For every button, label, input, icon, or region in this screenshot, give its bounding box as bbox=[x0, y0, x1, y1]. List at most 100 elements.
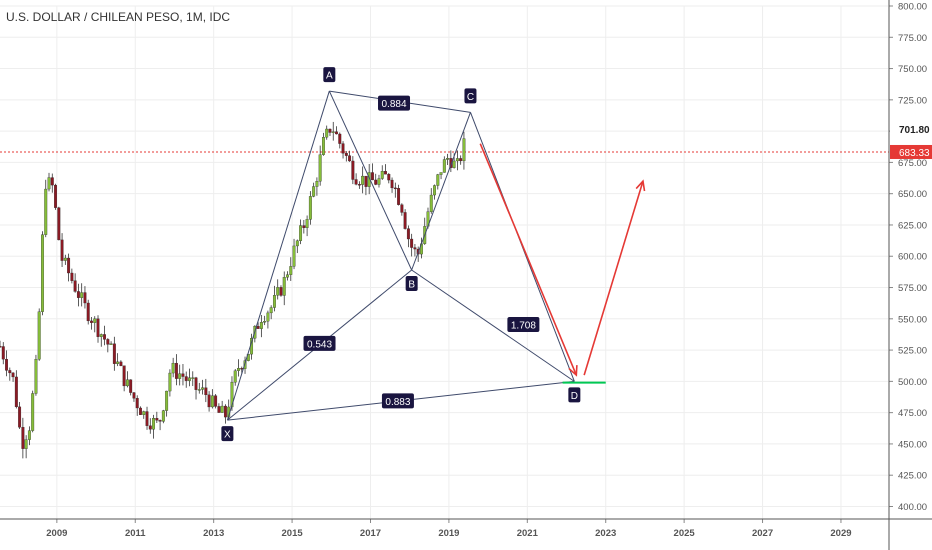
pattern-leg-BD bbox=[411, 269, 575, 382]
candle bbox=[315, 181, 319, 187]
chart-title: U.S. DOLLAR / CHILEAN PESO, 1M, IDC bbox=[6, 10, 231, 24]
candle bbox=[361, 175, 365, 185]
y-tick-label: 525.00 bbox=[898, 346, 927, 357]
y-tick-label: 750.00 bbox=[898, 64, 927, 75]
x-tick-label: 2021 bbox=[517, 528, 539, 539]
candle bbox=[93, 318, 97, 323]
candle bbox=[106, 339, 110, 345]
candle bbox=[299, 225, 303, 241]
x-tick-label: 2019 bbox=[438, 528, 459, 539]
candle bbox=[256, 326, 260, 329]
ratio-label-bg bbox=[303, 335, 336, 351]
y-tick-label: 575.00 bbox=[898, 283, 927, 294]
price-label: 701.80 bbox=[899, 125, 930, 136]
candle bbox=[135, 398, 139, 409]
candle bbox=[354, 179, 358, 185]
candle bbox=[165, 390, 169, 411]
projection-arrow bbox=[479, 143, 578, 376]
candle bbox=[73, 280, 77, 292]
candle bbox=[188, 377, 191, 381]
candle bbox=[145, 411, 149, 426]
y-tick-label: 500.00 bbox=[898, 377, 927, 388]
y-tick-label: 425.00 bbox=[898, 471, 927, 482]
x-tick-label: 2011 bbox=[125, 528, 146, 539]
x-tick-label: 2009 bbox=[46, 528, 67, 539]
candle bbox=[99, 334, 103, 337]
candle bbox=[442, 159, 446, 173]
candle bbox=[344, 153, 348, 156]
x-tick-label: 2015 bbox=[282, 528, 304, 539]
y-tick-label: 450.00 bbox=[898, 439, 927, 450]
candle bbox=[429, 194, 433, 212]
candle bbox=[204, 387, 208, 396]
candle bbox=[276, 287, 280, 296]
overlays bbox=[479, 143, 646, 384]
candle bbox=[103, 334, 106, 340]
candle bbox=[90, 320, 93, 323]
candle bbox=[197, 389, 201, 391]
candle bbox=[86, 302, 90, 322]
candle bbox=[24, 439, 28, 449]
candle bbox=[184, 376, 188, 381]
y-tick-label: 675.00 bbox=[898, 158, 927, 169]
candle bbox=[67, 257, 71, 274]
candle bbox=[400, 204, 404, 213]
candle bbox=[308, 196, 312, 220]
candle bbox=[109, 343, 113, 345]
candle bbox=[455, 158, 459, 162]
candle bbox=[18, 406, 22, 428]
candle bbox=[37, 311, 41, 360]
candle bbox=[5, 359, 8, 371]
candle bbox=[178, 373, 182, 379]
x-axis[interactable]: 2009 2011 2013 2015 2017 2019 2021 2023 2025 2027… bbox=[0, 518, 932, 539]
candle bbox=[413, 247, 417, 250]
price-label-bg bbox=[890, 144, 932, 159]
candle bbox=[266, 312, 270, 322]
point-label-bg bbox=[221, 426, 234, 442]
pattern-leg-AB bbox=[328, 90, 413, 271]
candle bbox=[116, 361, 120, 364]
candle bbox=[11, 372, 15, 378]
candle bbox=[318, 154, 322, 182]
point-label-X: X bbox=[224, 430, 231, 441]
x-tick-label: 2027 bbox=[752, 528, 773, 539]
candle bbox=[47, 177, 51, 190]
candle bbox=[397, 188, 401, 205]
y-axis[interactable]: 800.00775.00750.00725.00700.00675.00650.… bbox=[888, 0, 932, 550]
y-tick-label: 400.00 bbox=[898, 502, 927, 513]
candle bbox=[289, 266, 293, 275]
harmonic-pattern: 0.884 0.543 1.708 0.883 X A B C D bbox=[221, 67, 581, 442]
candle bbox=[286, 274, 289, 278]
candle bbox=[31, 393, 35, 431]
candle bbox=[390, 179, 394, 189]
candle bbox=[57, 207, 61, 241]
candle bbox=[279, 287, 283, 296]
x-tick-label: 2013 bbox=[203, 528, 224, 539]
candle bbox=[292, 245, 296, 267]
candle bbox=[240, 368, 244, 370]
ratio-label: 1.708 bbox=[511, 321, 536, 332]
ratio-label: 0.884 bbox=[381, 99, 406, 110]
candle bbox=[21, 427, 25, 449]
candle bbox=[132, 392, 136, 399]
candle bbox=[446, 158, 450, 160]
candle bbox=[384, 171, 387, 175]
candle bbox=[181, 373, 185, 377]
candle bbox=[272, 295, 276, 308]
point-label-bg bbox=[568, 387, 581, 403]
candle bbox=[125, 379, 129, 387]
candle bbox=[331, 131, 335, 133]
candle bbox=[0, 346, 2, 348]
candle bbox=[96, 318, 100, 337]
candle bbox=[223, 405, 227, 418]
candle bbox=[142, 411, 146, 415]
candle bbox=[158, 420, 162, 422]
y-tick-label: 550.00 bbox=[898, 314, 927, 325]
candle bbox=[34, 359, 38, 394]
candle bbox=[436, 174, 440, 186]
candle bbox=[374, 179, 378, 185]
candle bbox=[80, 292, 84, 298]
candle bbox=[341, 143, 345, 154]
